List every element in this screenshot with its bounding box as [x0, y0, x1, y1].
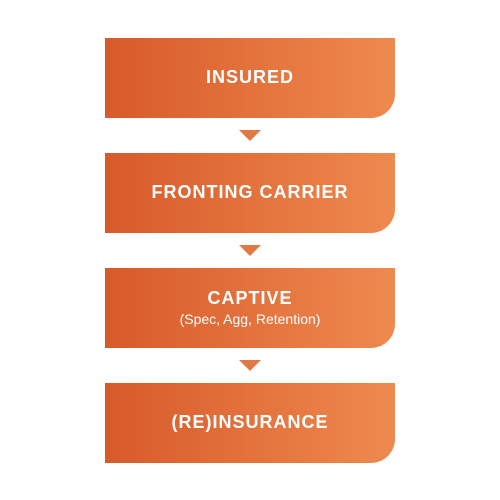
arrow-down-icon: [239, 130, 261, 141]
flow-node-title: INSURED: [206, 67, 294, 88]
arrow-down-icon: [239, 360, 261, 371]
flow-diagram: INSURED FRONTING CARRIER CAPTIVE (Spec, …: [0, 38, 500, 463]
flow-node-title: CAPTIVE: [207, 288, 292, 309]
flow-node-subtitle: (Spec, Agg, Retention): [180, 311, 321, 327]
arrow-down-icon: [239, 245, 261, 256]
flow-node-fronting-carrier: FRONTING CARRIER: [105, 153, 395, 233]
flow-node-captive: CAPTIVE (Spec, Agg, Retention): [105, 268, 395, 348]
flow-node-reinsurance: (RE)INSURANCE: [105, 383, 395, 463]
flow-node-title: (RE)INSURANCE: [172, 412, 329, 433]
flow-node-insured: INSURED: [105, 38, 395, 118]
flow-node-title: FRONTING CARRIER: [152, 182, 349, 203]
